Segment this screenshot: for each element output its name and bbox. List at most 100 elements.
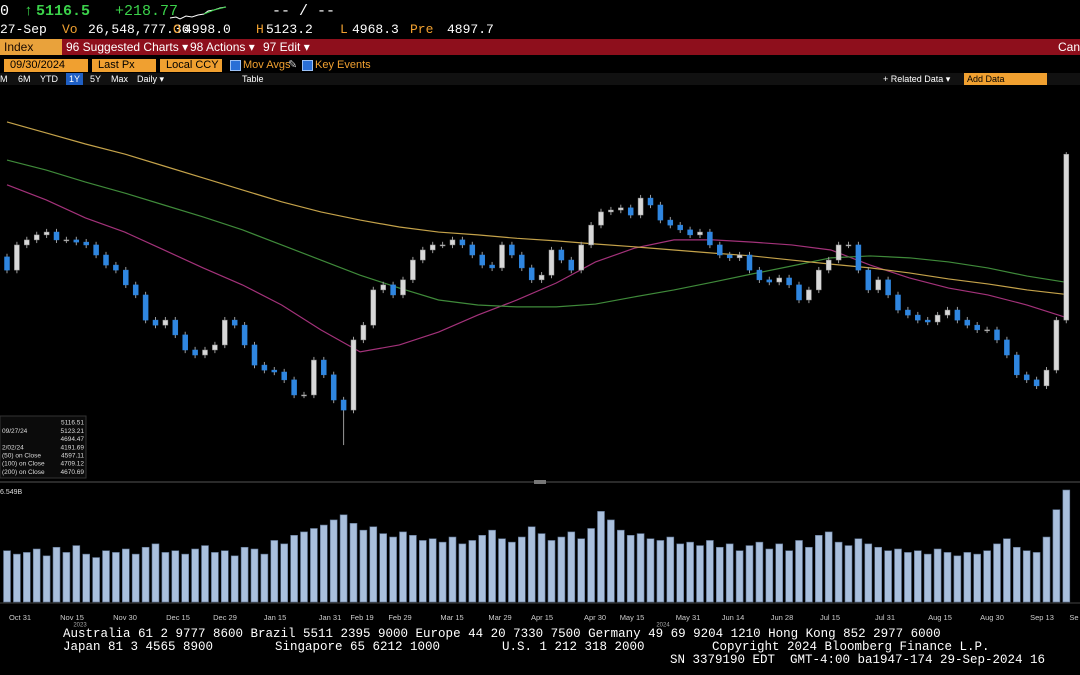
x-tick-label: Nov 15: [60, 613, 84, 622]
legend-label: (100) on Close: [2, 461, 45, 468]
candle-body: [816, 269, 822, 291]
candle-body: [231, 319, 238, 326]
candle-body: [885, 279, 891, 296]
volume: 26,548,777.36: [88, 22, 190, 37]
date-input[interactable]: 09/30/2024: [4, 59, 88, 72]
volume-bar: [319, 524, 328, 603]
volume-bar: [1062, 489, 1071, 603]
candle-body: [776, 277, 782, 283]
range-button[interactable]: 6M: [18, 74, 31, 84]
volume-bar: [527, 526, 536, 603]
menu-item[interactable]: 97 Edit ▾: [263, 40, 310, 54]
candle-body: [528, 267, 535, 281]
x-tick-label: Se: [1069, 613, 1078, 622]
volume-bar: [498, 538, 506, 603]
candle-body: [33, 234, 40, 241]
volume-bar: [557, 536, 566, 603]
range-button[interactable]: Max: [111, 74, 129, 84]
candle-body: [855, 244, 862, 271]
volume-bar: [211, 552, 219, 603]
legend-label: 2/02/24: [2, 444, 24, 451]
date: 27-Sep: [0, 22, 47, 37]
candle-body: [370, 289, 377, 326]
range-button[interactable]: 5Y: [90, 74, 102, 84]
volume-bar: [577, 538, 586, 603]
candle-body: [479, 254, 485, 266]
candle-body: [459, 239, 466, 246]
volume-bar: [260, 553, 269, 603]
candle-body: [934, 314, 941, 323]
volume-bar: [696, 545, 704, 603]
volume-bar: [775, 543, 784, 603]
volume-bar: [725, 543, 734, 603]
range-button[interactable]: YTD: [40, 74, 58, 84]
checkbox[interactable]: [302, 60, 313, 71]
candle-body: [736, 254, 743, 259]
volume-bar: [141, 546, 150, 603]
candle-body: [350, 339, 357, 411]
candle-body: [53, 231, 60, 241]
candle-body: [766, 279, 773, 283]
volume-bar: [349, 523, 358, 603]
candle-body: [360, 324, 367, 341]
volume-bar: [201, 545, 209, 603]
index-tab[interactable]: Index: [0, 39, 62, 55]
candle-body: [667, 219, 674, 226]
range-button[interactable]: Daily ▾: [137, 74, 165, 84]
checkbox[interactable]: [230, 60, 241, 71]
volume-bar: [953, 555, 962, 603]
footer-line: Australia 61 2 9777 8600 Brazil 5511 239…: [63, 627, 941, 641]
volume-bar: [448, 536, 457, 603]
legend-label: (50) on Close: [2, 453, 41, 460]
moving-average: [6, 159, 1067, 308]
field-select[interactable]: Last Px: [92, 59, 156, 72]
candle-body: [895, 294, 901, 311]
candle-body: [994, 329, 1000, 341]
volume-bar: [32, 548, 41, 603]
candle-body: [627, 207, 634, 216]
volume-bar: [488, 529, 496, 603]
menu-item[interactable]: Can: [1058, 40, 1080, 54]
x-tick-label: Sep 13: [1030, 613, 1054, 622]
range-button[interactable]: 1Y: [66, 73, 84, 85]
pencil-icon[interactable]: ✎: [288, 59, 298, 71]
volume-bar: [1042, 536, 1051, 603]
candle-body: [330, 374, 337, 401]
x-tick-label: Jul 15: [820, 613, 840, 622]
moving-average: [6, 184, 1067, 353]
legend-value: 4597.11: [61, 453, 84, 460]
x-tick-label: Aug 15: [928, 613, 952, 622]
footer-line: SN 3379190 EDT GMT-4:00 ba1947-174 29-Se…: [670, 653, 1046, 667]
volume-bar: [72, 545, 81, 603]
volume-bar: [399, 531, 407, 603]
open: 4998.0: [184, 22, 231, 37]
range-button[interactable]: M: [0, 74, 8, 84]
menu-item[interactable]: 98 Actions ▾: [190, 40, 255, 54]
volume-bar: [438, 541, 447, 603]
volume-bar: [458, 543, 467, 603]
candle-body: [637, 197, 644, 216]
volume-bar: [369, 526, 378, 603]
table-button[interactable]: Table: [242, 74, 264, 84]
add-data[interactable]: Add Data: [964, 73, 1047, 85]
currency-select[interactable]: Local CCY: [160, 59, 222, 72]
menu-item[interactable]: 96 Suggested Charts ▾: [66, 40, 189, 54]
volume-bar: [666, 536, 675, 603]
related-data[interactable]: + Related Data ▾: [883, 74, 951, 84]
x-tick-label: Dec 29: [213, 613, 237, 622]
volume-bar: [1022, 550, 1031, 603]
volume-bar: [755, 541, 764, 603]
check-label: Key Events: [315, 59, 371, 71]
candle-body: [261, 364, 268, 371]
high-label: H: [256, 22, 264, 37]
volume-bar: [844, 545, 853, 603]
candle-body: [726, 254, 733, 259]
volume-bar: [13, 553, 21, 603]
candle-body: [519, 254, 525, 269]
candle-body: [132, 284, 139, 296]
volume-bar: [607, 519, 615, 603]
candle-body: [558, 249, 565, 261]
quote-row: 0 ↑ 5116.5 +218.77 -- / --: [0, 3, 1080, 21]
candle-body: [1023, 374, 1030, 381]
candle-body: [875, 279, 881, 291]
